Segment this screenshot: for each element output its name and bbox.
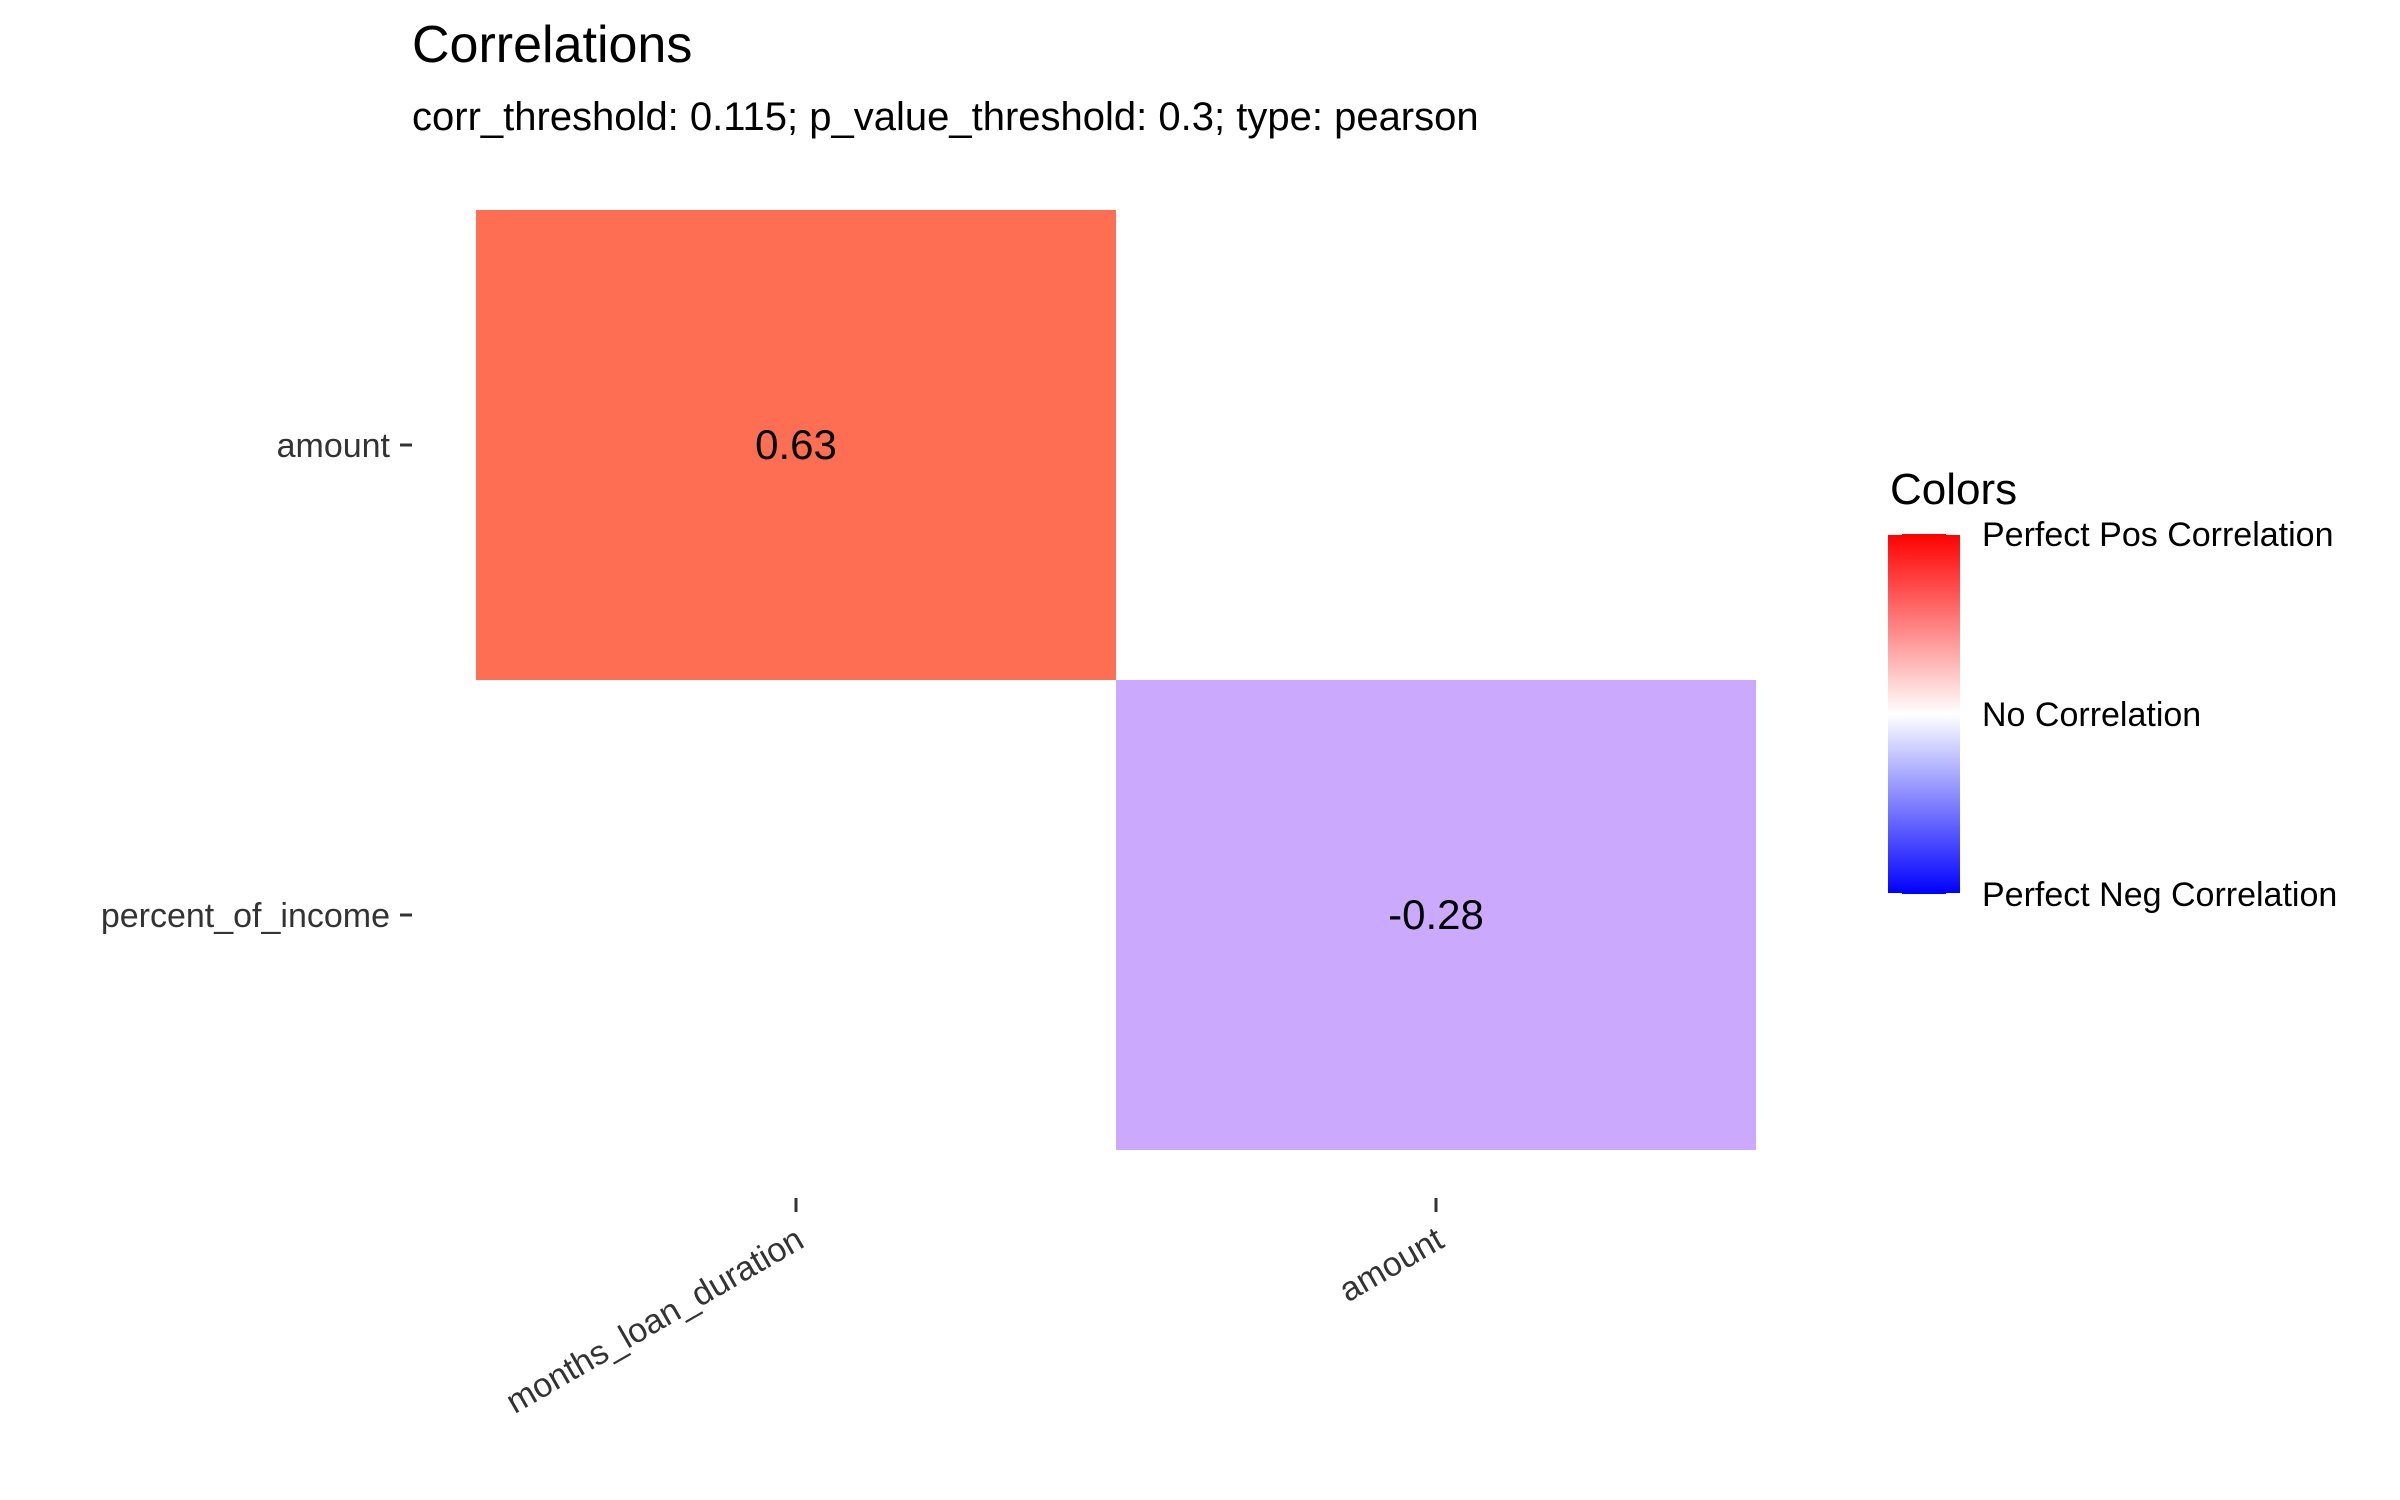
heatmap-cell [1116, 680, 1756, 1150]
y-tick-label: percent_of_income [101, 897, 390, 935]
heatmap-cell [476, 210, 1116, 680]
chart-subtitle: corr_threshold: 0.115; p_value_threshold… [412, 95, 1479, 139]
y-tick-label: amount [277, 427, 391, 465]
x-tick-label: months_loan_duration [500, 1220, 810, 1421]
legend-labels: Perfect Pos Correlation No Correlation Per… [1888, 516, 2337, 914]
legend: Colors Perfect Pos Correlation No Correla… [1888, 465, 2337, 914]
legend-title: Colors [1890, 465, 2017, 514]
y-axis: amount percent_of_income [101, 427, 412, 935]
x-axis: months_loan_duration amount [500, 1198, 1451, 1421]
cell-value-label: 0.63 [755, 421, 837, 468]
legend-label: Perfect Neg Correlation [1982, 876, 2337, 914]
legend-label: No Correlation [1982, 696, 2201, 734]
legend-label: Perfect Pos Correlation [1982, 516, 2334, 554]
heatmap-cells: 0.63 -0.28 [476, 210, 1756, 1150]
x-tick-label: amount [1333, 1220, 1451, 1310]
cell-value-label: -0.28 [1388, 891, 1484, 938]
chart-title: Correlations [412, 16, 692, 74]
